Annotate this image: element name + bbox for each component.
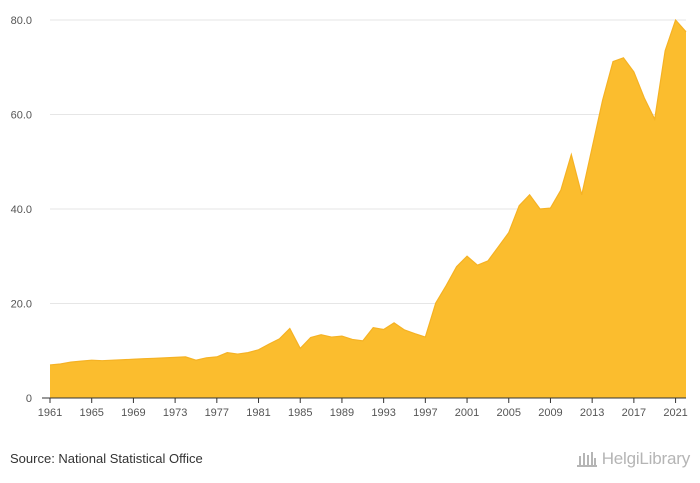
brand-name: HelgiLibrary [601, 449, 691, 468]
data-point [206, 357, 208, 359]
data-point [644, 97, 646, 99]
data-point [414, 333, 416, 335]
data-point [60, 363, 62, 365]
x-tick-label: 1969 [121, 407, 145, 419]
x-tick-label: 1977 [205, 407, 229, 419]
x-tick-label: 1993 [371, 407, 395, 419]
data-point [425, 336, 427, 338]
data-point [112, 359, 114, 361]
y-tick-label: 0 [26, 393, 32, 405]
x-axis: 1961 1965 1969 1973 1977 1981 1985 1989 1993 1997… [38, 397, 688, 419]
x-tick-label: 2021 [663, 407, 687, 419]
x-tick-label: 1961 [38, 407, 62, 419]
x-tick-label: 2001 [455, 407, 479, 419]
data-point [393, 322, 395, 324]
data-point [185, 356, 187, 358]
data-point [153, 358, 155, 360]
x-tick-label: 2017 [622, 407, 646, 419]
series-area [50, 20, 686, 398]
data-point [664, 50, 666, 52]
data-point [404, 329, 406, 331]
data-point [654, 118, 656, 120]
data-point [602, 100, 604, 102]
data-point [101, 360, 103, 362]
data-point [623, 57, 625, 59]
data-point [456, 266, 458, 268]
data-point [560, 189, 562, 191]
data-point [268, 343, 270, 345]
x-tick-label: 2013 [580, 407, 604, 419]
x-tick-label: 1965 [79, 407, 103, 419]
data-point [80, 360, 82, 362]
x-tick-label: 2009 [538, 407, 562, 419]
y-tick-label: 60.0 [11, 110, 32, 122]
y-tick-label: 80.0 [11, 15, 32, 27]
data-point [133, 358, 135, 360]
data-point [633, 71, 635, 73]
chart-footer: Source: National Statistical Office Helg… [0, 440, 700, 483]
data-point [518, 205, 520, 207]
data-point [550, 207, 552, 209]
source-note: Source: National Statistical Office [10, 451, 203, 466]
data-point [383, 329, 385, 331]
data-point [49, 364, 51, 366]
data-point [279, 338, 281, 340]
data-point [216, 356, 218, 358]
x-tick-label: 1981 [246, 407, 270, 419]
series-line [49, 18, 687, 366]
data-point [466, 255, 468, 257]
data-point [289, 328, 291, 330]
data-point [477, 264, 479, 266]
x-tick-label: 1973 [163, 407, 187, 419]
data-point [539, 208, 541, 210]
data-point [591, 147, 593, 149]
data-point [237, 353, 239, 355]
data-point [226, 352, 228, 354]
x-tick-label: 1985 [288, 407, 312, 419]
data-point [487, 260, 489, 262]
library-icon [576, 452, 597, 467]
data-point [70, 361, 72, 363]
data-point [675, 19, 677, 21]
data-point [571, 154, 573, 156]
data-point [581, 194, 583, 196]
data-point [498, 246, 500, 248]
data-point [445, 285, 447, 287]
data-point [195, 359, 197, 361]
data-point [341, 335, 343, 337]
x-tick-label: 1997 [413, 407, 437, 419]
data-point [352, 339, 354, 341]
data-point [143, 358, 145, 360]
data-point [372, 327, 374, 329]
data-point [247, 352, 249, 354]
y-tick-label: 20.0 [11, 299, 32, 311]
data-point [320, 334, 322, 336]
data-point [508, 232, 510, 234]
area-chart: 1961 1965 1969 1973 1977 1981 1985 1989 1993 1997… [11, 15, 688, 419]
data-point [685, 31, 687, 33]
x-tick-label: 2005 [497, 407, 521, 419]
data-point [331, 336, 333, 338]
data-point [435, 302, 437, 304]
data-point [174, 357, 176, 359]
data-point [529, 194, 531, 196]
data-point [258, 349, 260, 351]
data-point [122, 359, 124, 361]
data-point [91, 359, 93, 361]
x-tick-label: 1989 [330, 407, 354, 419]
brand-logo[interactable]: HelgiLibrary [576, 449, 690, 469]
data-point [612, 61, 614, 63]
data-point [310, 337, 312, 339]
y-tick-label: 40.0 [11, 204, 32, 216]
data-point [164, 357, 166, 359]
y-axis: 0 20.0 40.0 60.0 80.0 [11, 15, 32, 405]
data-point [362, 340, 364, 342]
data-point [299, 348, 301, 350]
